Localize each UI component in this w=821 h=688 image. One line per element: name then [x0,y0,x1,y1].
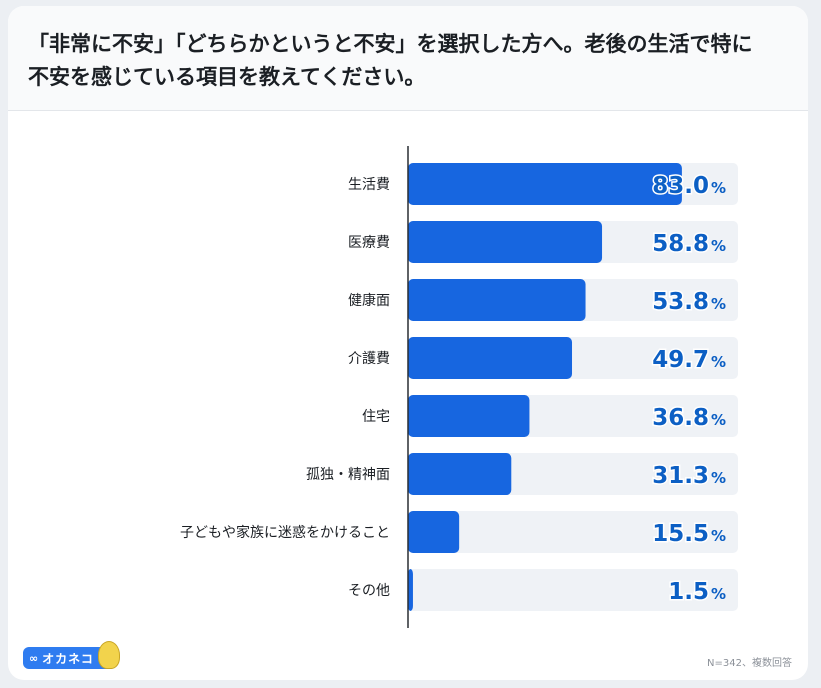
logo-text: オカネコ [42,651,94,666]
value-label: 31.3% [652,463,726,489]
category-label: 子どもや家族に迷惑をかけること [180,524,390,541]
category-label: その他 [348,583,390,599]
value-label: 15.5% [652,521,726,547]
question-header: 「非常に不安」「どちらかというと不安」を選択した方へ。老後の生活で特に 不安を感… [8,6,808,111]
survey-card: 「非常に不安」「どちらかというと不安」を選択した方へ。老後の生活で特に 不安を感… [8,6,808,680]
bar [408,279,586,321]
bar [408,221,603,263]
bar [408,337,573,379]
category-label: 生活費 [348,177,390,193]
bar-track [408,569,738,611]
value-label: 53.8% [652,289,726,315]
category-label: 介護費 [348,351,390,367]
value-label: 83.0% [652,173,726,199]
bar-chart: 生活費 83.0 % 医療費 58.8 % 健康面 53.8 % 介護費 49.7 % 住宅 36.8 % 孤… [180,146,738,628]
bar [408,395,530,437]
bar [408,511,460,553]
category-label: 健康面 [348,292,390,309]
value-label: 1.5% [668,579,726,605]
category-label: 孤独・精神面 [306,467,390,483]
category-label: 住宅 [362,409,390,425]
infinity-icon: ∞ [29,651,39,665]
value-label: 58.8% [652,231,726,257]
bar [408,569,413,611]
bar-track [408,511,738,553]
bar [408,163,682,205]
value-label: 36.8% [652,405,726,431]
category-label: 医療費 [348,234,390,251]
value-label: 49.7% [652,347,726,373]
okaneco-logo: ∞ オカネコ [23,641,120,669]
sample-note: N=342、複数回答 [707,658,792,669]
question-title: 「非常に不安」「どちらかというと不安」を選択した方へ。老後の生活で特に 不安を感… [28,32,753,89]
cat-mascot-icon [97,641,120,669]
bar [408,453,512,495]
